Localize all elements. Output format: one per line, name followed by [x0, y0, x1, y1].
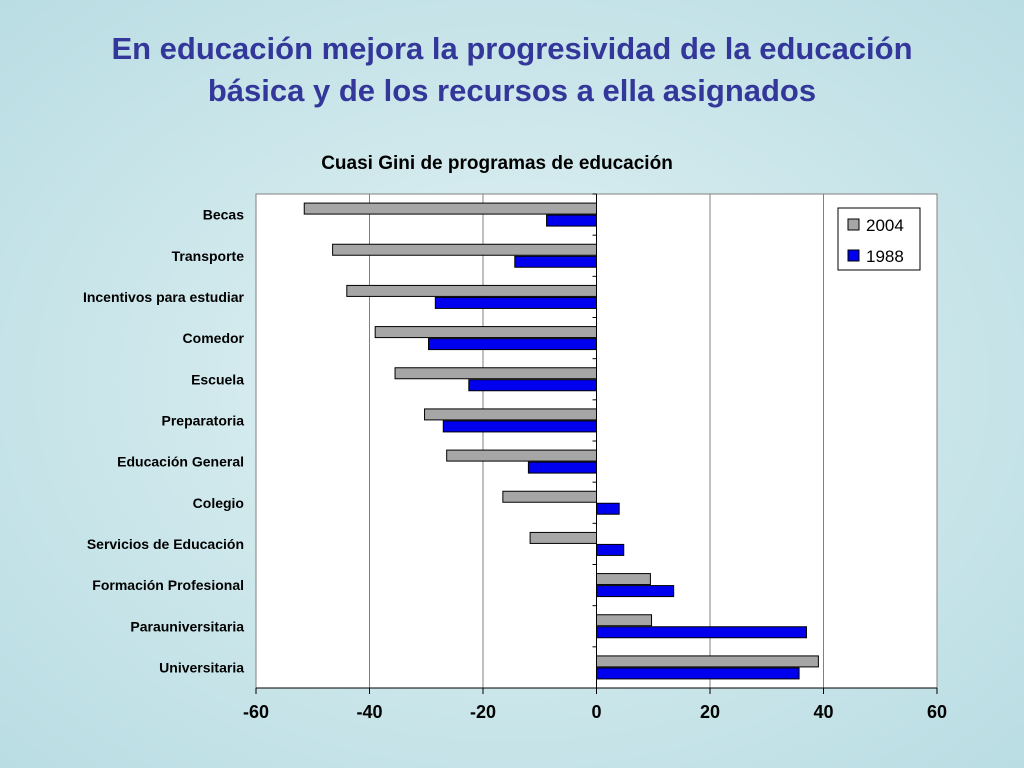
- bar-1988: [596, 543, 625, 556]
- bar-1988: [596, 502, 620, 515]
- category-label: Comedor: [183, 330, 245, 346]
- category-label: Universitaria: [159, 659, 244, 675]
- tick-labels: -60 -40 -20 0 20 40 60: [243, 702, 947, 722]
- gridlines: [369, 194, 824, 688]
- bar-2004: [529, 531, 597, 544]
- bar-1988: [527, 461, 598, 474]
- bar-2004: [502, 490, 597, 503]
- axes: [255, 193, 938, 694]
- bar-2004: [596, 573, 651, 586]
- category-label: Parauniversitaria: [130, 618, 244, 634]
- bar-1988: [514, 255, 598, 268]
- bar-1988: [596, 585, 675, 598]
- slide-title-line-1: En educación mejora la progresividad de …: [111, 31, 913, 66]
- bar-1988: [546, 214, 597, 227]
- bar-2004: [374, 326, 597, 339]
- x-tick-label: 40: [813, 702, 833, 722]
- x-tick-label: 60: [927, 702, 947, 722]
- bar-1988: [442, 420, 597, 433]
- legend-swatch-2004: [847, 218, 860, 231]
- legend: 2004 1988: [837, 207, 921, 271]
- category-label: Formación Profesional: [92, 577, 244, 593]
- bar-1988: [468, 379, 597, 392]
- bars: [303, 202, 819, 680]
- legend-swatch-1988: [847, 249, 860, 262]
- category-label: Incentivos para estudiar: [83, 289, 245, 305]
- category-label: Servicios de Educación: [87, 536, 244, 552]
- bar-2004: [596, 614, 653, 627]
- bar-2004: [446, 449, 597, 462]
- x-tick-label: -20: [470, 702, 496, 722]
- x-tick-label: -60: [243, 702, 269, 722]
- category-label: Educación General: [117, 454, 244, 470]
- bar-2004: [303, 202, 597, 215]
- bar-1988: [434, 296, 597, 309]
- bar-1988: [596, 626, 807, 639]
- bar-2004: [596, 655, 819, 668]
- chart-title: Cuasi Gini de programas de educación: [321, 153, 673, 174]
- x-tick-label: 20: [700, 702, 720, 722]
- legend-label-1988: 1988: [866, 247, 904, 266]
- x-tick-label: 0: [591, 702, 601, 722]
- slide-title-line-2: básica y de los recursos a ella asignado…: [207, 73, 817, 108]
- bar-2004: [346, 284, 597, 297]
- legend-label-2004: 2004: [866, 216, 904, 235]
- category-label: Colegio: [193, 495, 244, 511]
- category-label: Preparatoria: [162, 412, 245, 428]
- bar-1988: [428, 338, 597, 351]
- bar-2004: [424, 408, 597, 421]
- bar-1988: [596, 667, 800, 680]
- category-label: Escuela: [191, 371, 244, 387]
- category-labels: Becas Transporte Incentivos para estudiar C…: [83, 207, 245, 676]
- category-label: Becas: [203, 207, 244, 223]
- bar-2004: [394, 367, 597, 380]
- category-label: Transporte: [172, 248, 245, 264]
- bar-2004: [332, 243, 597, 256]
- x-tick-label: -40: [356, 702, 382, 722]
- slide-title: En educación mejora la progresividad de …: [0, 28, 1024, 112]
